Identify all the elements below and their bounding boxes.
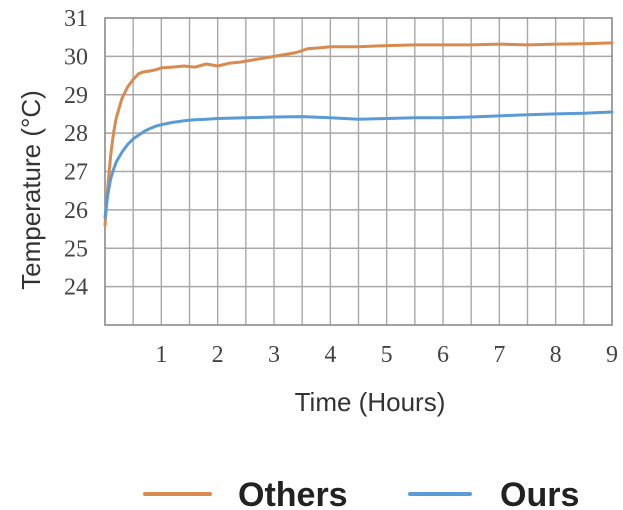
x-tick-label: 8 (550, 342, 562, 368)
y-tick-label: 24 (64, 275, 88, 301)
y-tick-label: 29 (64, 83, 88, 109)
legend-label-others: Others (238, 476, 348, 510)
legend: Others Ours (143, 476, 579, 510)
series-line-others (103, 41, 614, 227)
grid (105, 18, 612, 325)
x-tick-label: 9 (606, 342, 618, 368)
x-tick-label: 6 (437, 342, 449, 368)
legend-label-ours: Ours (500, 476, 579, 510)
y-tick-labels: 24 25 26 27 28 29 30 31 (64, 6, 88, 301)
y-tick-label: 27 (64, 160, 88, 186)
series-group (103, 41, 614, 227)
y-tick-label: 25 (64, 236, 88, 262)
y-tick-label: 31 (64, 6, 88, 32)
x-tick-label: 4 (324, 342, 336, 368)
x-tick-label: 7 (493, 342, 505, 368)
x-tick-labels: 1 2 3 4 5 6 7 8 9 (155, 342, 618, 368)
y-tick-label: 28 (64, 121, 88, 147)
y-axis-label: Temperature (°C) (16, 90, 46, 290)
x-tick-label: 5 (381, 342, 393, 368)
y-tick-label: 30 (64, 44, 88, 70)
series-line-ours (103, 110, 614, 219)
y-tick-label: 26 (64, 198, 88, 224)
x-tick-label: 3 (268, 342, 280, 368)
x-tick-label: 1 (155, 342, 167, 368)
x-axis-label: Time (Hours) (295, 387, 446, 417)
x-tick-label: 2 (212, 342, 224, 368)
plot-frame (104, 17, 613, 326)
